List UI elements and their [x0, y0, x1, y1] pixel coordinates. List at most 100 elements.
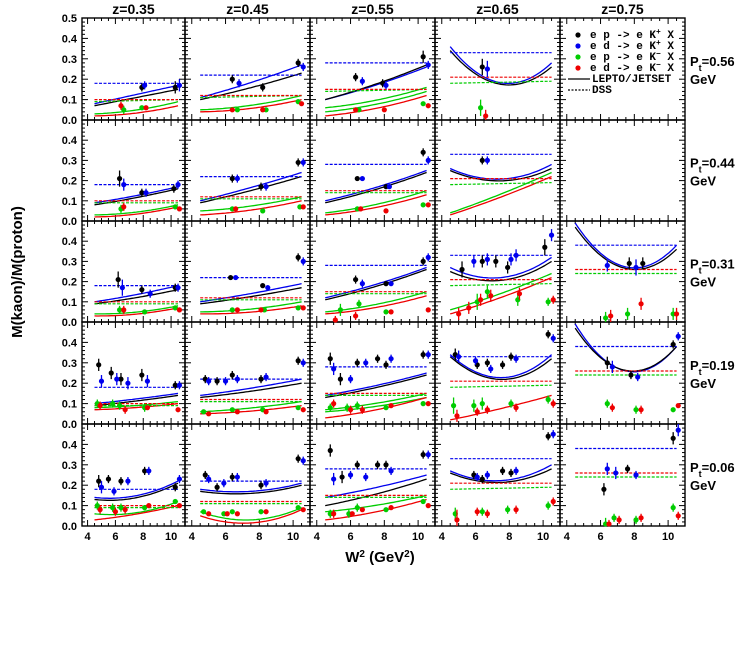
data-point-ed_kplus: [263, 480, 269, 486]
data-point-ed_kminus: [206, 511, 212, 517]
panel-r3-c3: [449, 330, 556, 422]
data-point-ed_kplus: [359, 281, 365, 287]
data-point-ed_kminus: [454, 413, 460, 419]
data-point-ed_kplus: [474, 474, 480, 480]
data-point-ep_kplus: [670, 341, 676, 348]
data-point-ep_kminus: [356, 301, 362, 307]
data-point-ed_kminus: [229, 107, 235, 113]
lepto-curve: [325, 268, 427, 301]
panel-frame: [434, 17, 561, 121]
data-point-ed_kminus: [146, 503, 152, 509]
y-tick-label: 0.3: [62, 460, 77, 472]
lepto-curve: [94, 84, 179, 105]
model-curves: [200, 171, 302, 216]
x-axis-label-var-sup: 2: [359, 549, 365, 560]
data-point-ep_kplus: [601, 486, 607, 492]
data-point-ep_kminus: [139, 105, 145, 111]
pt-label: Pt=0.06: [690, 460, 735, 479]
data-point-ep_kplus: [484, 360, 490, 366]
data-point-ep_kminus: [142, 309, 148, 315]
panel-r4-c4: [575, 424, 681, 527]
x-tick-label: 10: [287, 531, 299, 543]
data-point-ed_kminus: [550, 498, 556, 505]
data-point-ed_kplus: [513, 356, 519, 362]
data-point-ed_kminus: [388, 309, 394, 315]
x-tick-label: 4: [314, 531, 321, 543]
data-point-ep_kplus: [354, 462, 360, 468]
data-point-ep_kplus: [229, 474, 235, 480]
data-point-ep_kminus: [471, 403, 477, 409]
data-point-ep_kplus: [118, 376, 124, 382]
panel-r2-c1: [200, 253, 306, 315]
x-tick-label: 6: [112, 531, 118, 543]
data-point-ed_kplus: [508, 256, 514, 262]
data-point-ed_kplus: [300, 64, 306, 70]
data-point-ed_kminus: [97, 507, 103, 513]
data-point-ed_kplus: [114, 376, 120, 382]
lepto-curve: [200, 484, 302, 495]
y-tick-label: 0.3: [62, 358, 77, 370]
data-point-ed_kminus: [263, 509, 269, 515]
legend-entry: LEPTO/JETSET: [592, 74, 672, 86]
lepto-curve: [200, 200, 302, 216]
data-point-ep_kplus: [202, 472, 208, 478]
data-point-ed_kminus: [122, 407, 128, 413]
dss-curve: [450, 384, 552, 388]
data-point-ep_kplus: [479, 64, 485, 70]
lepto-curve: [450, 394, 552, 421]
lepto-curve: [325, 86, 427, 109]
panel-frame: [559, 321, 686, 425]
data-point-ed_kminus: [234, 307, 240, 313]
model-curves: [325, 468, 427, 521]
data-point-ed_kminus: [478, 297, 484, 303]
data-point-ed_kplus: [425, 62, 431, 68]
lepto-curve: [574, 327, 678, 372]
lepto-curve: [200, 404, 302, 415]
data-point-ep_kplus: [628, 372, 634, 378]
data-point-ep_kplus: [499, 468, 506, 474]
data-point-ep_kplus: [542, 244, 548, 250]
data-point-ed_kplus: [425, 157, 431, 163]
y-tick-label: 0.0: [62, 419, 77, 431]
data-point-ed_kplus: [550, 335, 556, 341]
lepto-curve: [325, 169, 427, 202]
data-point-ep_kplus: [383, 281, 389, 287]
x-tick-label: 4: [564, 531, 571, 543]
x-tick-label: 6: [597, 531, 603, 543]
data-point-ed_kplus: [175, 285, 181, 291]
data-point-ep_kplus: [295, 254, 301, 260]
data-point-ed_kminus: [550, 297, 556, 303]
data-point-ep_kplus: [115, 276, 121, 283]
data-point-ep_kplus: [260, 84, 266, 90]
lepto-curve: [325, 94, 427, 117]
data-point-ep_kplus: [354, 360, 360, 366]
data-point-ep_kminus: [450, 403, 457, 409]
lepto-curve: [325, 266, 427, 299]
panel-r1-c2: [325, 148, 431, 216]
panel-r2-c3: [449, 229, 556, 320]
panel-r2-c2: [325, 253, 431, 323]
model-curves: [200, 378, 302, 415]
data-point-ed_kminus: [97, 403, 103, 409]
data-point-ed_kminus: [300, 204, 306, 210]
y-tick-label: 0.1: [62, 399, 77, 411]
panel-r3-c0: [94, 358, 183, 414]
data-point-ep_kplus: [258, 184, 264, 190]
model-curves: [574, 222, 678, 275]
data-point-ed_kplus: [111, 488, 117, 494]
panels: [94, 46, 681, 527]
data-point-ep_kplus: [339, 474, 345, 480]
data-point-ep_kminus: [670, 407, 676, 413]
data-point-ep_kminus: [295, 405, 301, 411]
x-tick-label: 6: [347, 531, 353, 543]
lepto-curve: [325, 372, 427, 397]
data-point-ed_kminus: [675, 513, 681, 519]
data-point-ed_kminus: [483, 113, 489, 119]
lepto-curve: [200, 64, 302, 99]
lepto-curve: [325, 396, 427, 419]
data-point-ep_kminus: [116, 403, 123, 409]
data-point-ed_kplus: [456, 354, 462, 360]
data-point-ep_kplus: [295, 60, 301, 66]
model-curves: [94, 82, 179, 117]
